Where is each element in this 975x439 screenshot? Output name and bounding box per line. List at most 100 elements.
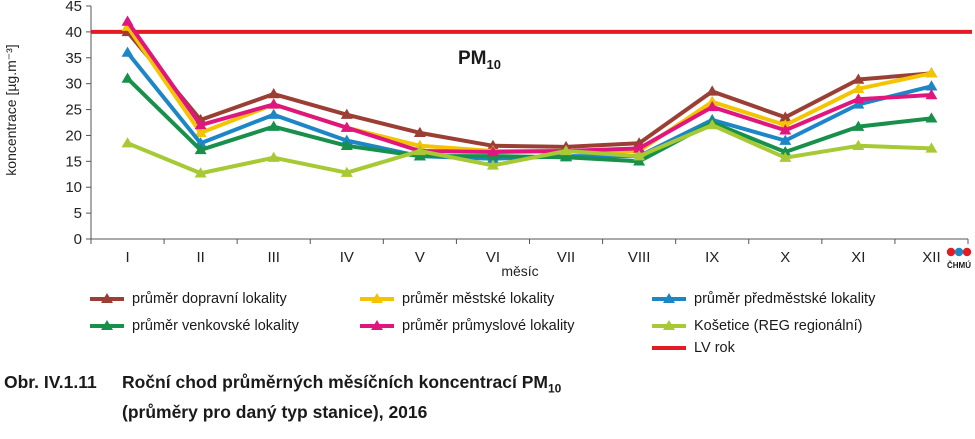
pm-annotation-main: PM [458,48,487,69]
x-tick-label: VIII [628,249,651,266]
legend-label-mestske: průměr městské lokality [402,291,555,307]
legend-label-predmestske: průměr předměstské lokality [694,291,876,307]
x-axis-ticks: I II III IV V VI VII VIII IX X XI XII [90,239,969,266]
data-point-3-2 [267,120,280,131]
figure-caption: Obr. IV.1.11 Roční chod průměrných měsíčn… [4,371,561,424]
pm-label-background [448,41,520,69]
data-point-0-3 [340,108,353,119]
legend-swatch-venkovske [90,320,124,330]
y-tick-label: 5 [74,205,82,222]
data-point-2-9 [779,134,792,145]
data-point-4-1 [194,119,207,130]
legend-label-kosetice: Košetice (REG regionální) [694,318,863,334]
series-5 [121,119,938,178]
legend-label-prumyslove: průměr průmyslové lokality [402,318,575,334]
data-point-4-2 [267,98,280,109]
data-point-1-4 [413,139,426,150]
data-point-3-0 [121,72,134,83]
data-point-4-8 [706,100,719,112]
data-point-4-11 [925,89,938,100]
series-line-4 [125,20,932,155]
legend-item-dopravni: průměr dopravní lokality [90,289,287,309]
y-axis-ticks: 0 5 10 15 20 25 30 35 40 45 [65,0,91,248]
data-point-4-9 [779,124,792,135]
data-point-1-9 [779,119,792,130]
data-point-4-0 [121,15,134,26]
data-point-5-10 [852,139,865,150]
x-tick-label: XII [922,249,940,266]
caption-title: Roční chod průměrných měsíčních koncentr… [122,372,548,392]
data-point-5-9 [779,151,792,162]
x-tick-label: VI [486,249,500,266]
x-tick-label: V [415,249,425,266]
legend-item-prumyslove: průměr průmyslové lokality [360,316,574,336]
legend-swatch-lv-rok [652,346,686,350]
data-point-3-6 [560,151,573,162]
x-tick-label: X [780,249,790,266]
y-tick-label: 15 [65,153,82,170]
legend-item-venkovske: průměr venkovské lokality [90,316,299,336]
data-point-2-0 [121,46,134,57]
data-point-5-7 [633,150,646,161]
data-point-5-8 [706,119,719,130]
data-point-3-10 [852,120,865,131]
data-point-1-10 [852,82,865,94]
legend-item-predmestske: průměr předměstské lokality [652,289,875,309]
x-axis-title: měsíc [501,263,538,279]
y-tick-label: 10 [65,179,82,196]
data-point-1-8 [706,95,719,106]
data-point-4-7 [633,142,646,153]
legend-label-venkovske: průměr venkovské lokality [132,318,299,334]
data-point-5-5 [486,159,499,170]
caption-line-2: (průměry pro daný typ stanice), 2016 [122,401,428,422]
legend-swatch-kosetice [652,320,686,330]
series-line-5 [126,123,932,176]
data-point-5-6 [560,144,573,156]
caption-number: Obr. IV.1.11 [4,372,97,392]
data-point-3-9 [779,146,792,157]
y-tick-label: 40 [65,24,82,41]
data-point-3-3 [340,139,353,150]
legend-item-mestske: průměr městské lokality [360,289,554,309]
data-point-3-4 [413,150,426,161]
data-point-1-1 [194,126,207,138]
caption-title-sub: 10 [547,381,562,396]
data-point-2-11 [925,80,938,91]
series-line-0 [126,30,932,149]
data-point-0-10 [852,73,865,84]
chmu-logo: ČHMÚ [946,246,972,272]
data-point-4-10 [852,93,865,104]
data-point-5-1 [194,167,207,178]
legend-swatch-prumyslove [360,320,394,330]
x-tick-label: IV [340,249,354,266]
data-point-1-11 [925,67,938,78]
data-point-4-3 [340,121,353,132]
legend-label-dopravni: průměr dopravní lokality [132,291,287,307]
data-point-0-9 [779,111,792,122]
data-point-5-0 [121,137,134,148]
y-tick-label: 0 [74,231,82,248]
data-point-2-10 [852,98,865,109]
legend-swatch-predmestske [652,293,686,303]
x-tick-label: III [267,249,280,266]
data-point-5-4 [413,144,426,156]
data-point-5-2 [267,151,280,162]
x-tick-label: VII [557,249,575,266]
chmu-logo-text: ČHMÚ [947,261,971,270]
caption-line-1: Obr. IV.1.11 Roční chod průměrných měsíčn… [4,371,561,401]
series-layer [121,15,938,178]
y-axis-title: koncentrace [µg.m⁻³] [3,44,19,175]
x-tick-label: I [125,249,129,266]
data-point-0-2 [267,88,280,99]
y-tick-label: 35 [65,50,82,67]
legend-item-kosetice: Košetice (REG regionální) [652,316,862,336]
data-point-2-2 [267,108,280,119]
data-point-3-7 [633,155,646,166]
series-0 [121,25,938,152]
chmu-logo-dot-middle [954,247,964,257]
data-point-4-5 [486,146,499,157]
x-tick-label: XI [851,249,865,266]
y-tick-label: 25 [65,102,82,119]
data-point-2-3 [340,134,353,145]
